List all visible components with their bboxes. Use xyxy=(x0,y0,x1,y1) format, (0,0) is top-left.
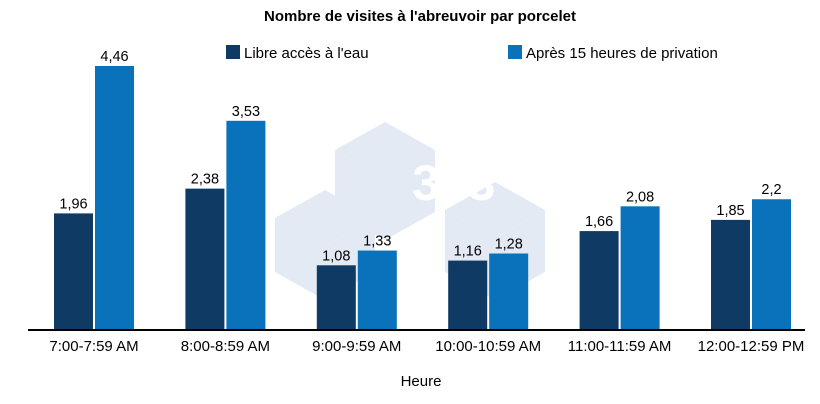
chart-title: Nombre de visites à l'abreuvoir par porc… xyxy=(264,8,576,25)
bar-libre-5 xyxy=(711,219,750,329)
data-label-libre-0: 1,96 xyxy=(59,196,87,212)
data-label-libre-3: 1,16 xyxy=(454,244,482,260)
x-axis-title: Heure xyxy=(401,373,442,390)
bars xyxy=(54,65,791,330)
x-tick-label-4: 11:00-11:59 AM xyxy=(568,338,672,355)
bar-privation-3 xyxy=(489,253,529,329)
bar-libre-4 xyxy=(579,231,619,329)
data-label-privation-3: 1,28 xyxy=(495,237,523,253)
bar-libre-3 xyxy=(448,260,488,329)
bar-libre-2 xyxy=(316,265,356,329)
legend-swatch-libre xyxy=(226,45,240,59)
bar-libre-1 xyxy=(185,188,225,329)
bar-privation-2 xyxy=(357,250,397,329)
data-label-libre-4: 1,66 xyxy=(585,214,613,230)
watermark-logo: 333 xyxy=(275,122,545,300)
bar-privation-1 xyxy=(226,120,266,330)
legend-label-privation: Après 15 heures de privation xyxy=(526,45,718,62)
data-label-privation-1: 3,53 xyxy=(232,104,260,120)
x-tick-label-0: 7:00-7:59 AM xyxy=(49,338,138,355)
data-label-privation-4: 2,08 xyxy=(626,189,654,205)
data-label-libre-1: 2,38 xyxy=(191,172,219,188)
x-tick-label-2: 9:00-9:59 AM xyxy=(312,338,401,355)
bar-libre-0 xyxy=(54,213,93,329)
legend-label-libre: Libre accès à l'eau xyxy=(244,45,369,62)
bar-privation-5 xyxy=(752,199,791,329)
x-tick-label-5: 12:00-12:59 PM xyxy=(698,338,805,355)
x-tick-label-3: 10:00-10:59 AM xyxy=(435,338,541,355)
x-axis-ticks: 7:00-7:59 AM 8:00-8:59 AM 9:00-9:59 AM 10:0… xyxy=(49,338,804,355)
bar-privation-4 xyxy=(620,206,660,329)
data-label-libre-2: 1,08 xyxy=(322,248,350,264)
x-tick-label-1: 8:00-8:59 AM xyxy=(181,338,270,355)
watermark-text: 333 xyxy=(412,155,495,211)
legend: Libre accès à l'eau Après 15 heures de p… xyxy=(226,45,718,62)
data-label-libre-5: 1,85 xyxy=(716,203,744,219)
data-label-privation-0: 4,46 xyxy=(100,49,128,65)
data-label-privation-5: 2,2 xyxy=(761,182,781,198)
legend-swatch-privation xyxy=(508,45,522,59)
bar-privation-0 xyxy=(95,65,134,329)
data-labels: 1,96 4,46 2,38 3,53 1,08 1,33 1,16 1,28 1,66 2,08… xyxy=(59,49,781,264)
data-label-privation-2: 1,33 xyxy=(363,234,391,250)
